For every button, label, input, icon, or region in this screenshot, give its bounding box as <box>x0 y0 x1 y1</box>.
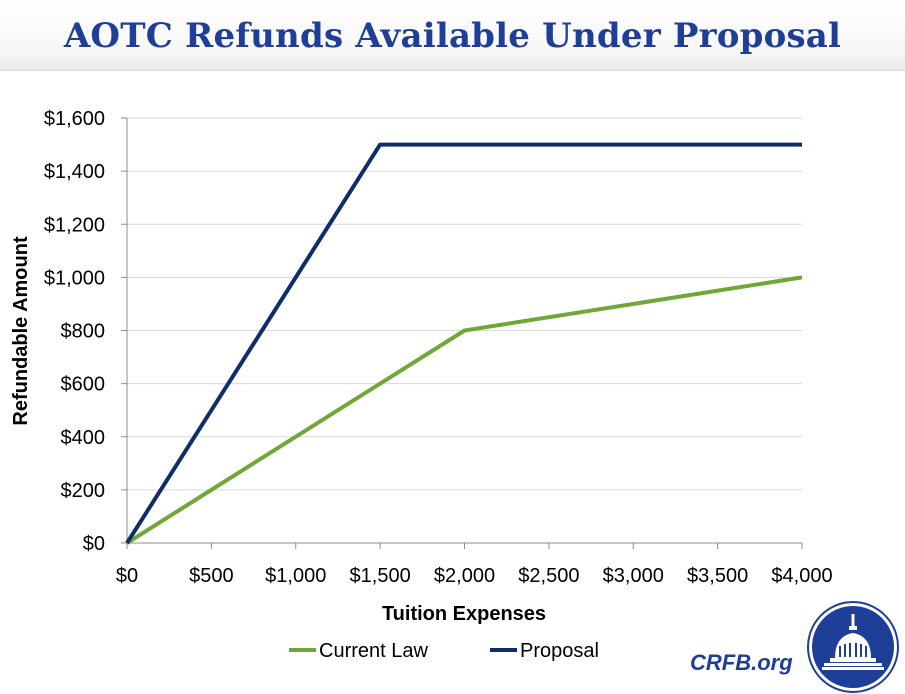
y-tick-labels: $0 $200 $400 $600 $800 $1,000 $1,200 $1,400 $1,6… <box>44 108 105 555</box>
x-tick-label: $4,000 <box>771 565 832 587</box>
title-bar: AOTC Refunds Available Under Proposal <box>0 0 905 71</box>
brand-label: CRFB.org <box>690 650 793 675</box>
x-tick-label: $500 <box>189 565 234 587</box>
x-tick-label: $2,500 <box>518 565 579 587</box>
series-lines <box>125 142 803 545</box>
y-tick-label: $400 <box>61 427 106 449</box>
x-axis-title: Tuition Expenses <box>382 603 546 625</box>
capitol-dome-seal-icon <box>807 601 899 693</box>
x-tick-labels: $0 $500 $1,000 $1,500 $2,000 $2,500 $3,000 $3,5… <box>116 565 833 587</box>
y-tick-label: $1,000 <box>44 267 105 289</box>
y-tick-label: $0 <box>83 533 105 555</box>
page-title: AOTC Refunds Available Under Proposal <box>63 16 842 56</box>
x-tick-label: $3,000 <box>603 565 664 587</box>
x-tick-label: $2,000 <box>434 565 495 587</box>
x-tick-label: $1,500 <box>350 565 411 587</box>
series-line-proposal <box>125 142 802 545</box>
x-tick-label: $0 <box>116 565 138 587</box>
gridlines <box>127 117 802 491</box>
legend-label-proposal: Proposal <box>520 640 599 662</box>
legend: Current Law Proposal <box>289 640 599 662</box>
x-tick-label: $3,500 <box>687 565 748 587</box>
y-tick-label: $1,400 <box>44 161 105 183</box>
y-tick-label: $800 <box>61 321 106 343</box>
series-line-current-law <box>125 275 803 545</box>
legend-label-current-law: Current Law <box>319 640 428 662</box>
y-tick-label: $1,600 <box>44 108 105 130</box>
x-tick-label: $1,000 <box>265 565 326 587</box>
y-tick-label: $200 <box>61 480 106 502</box>
y-tick-label: $600 <box>61 374 106 396</box>
y-tick-label: $1,200 <box>44 214 105 236</box>
y-axis-title: Refundable Amount <box>10 236 32 426</box>
axes <box>121 117 803 549</box>
